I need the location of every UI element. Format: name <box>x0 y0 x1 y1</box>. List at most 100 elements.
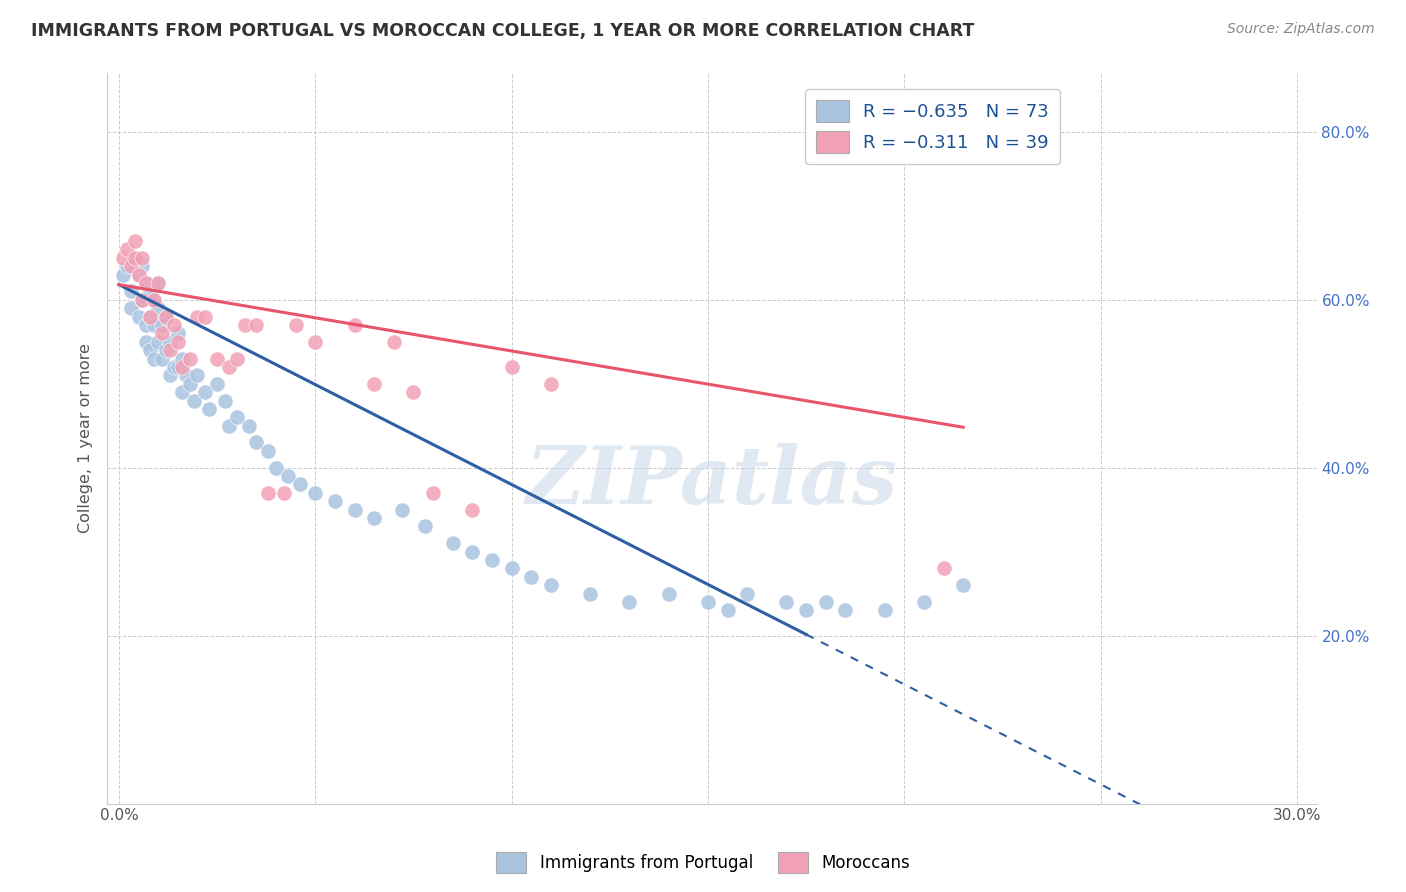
Text: IMMIGRANTS FROM PORTUGAL VS MOROCCAN COLLEGE, 1 YEAR OR MORE CORRELATION CHART: IMMIGRANTS FROM PORTUGAL VS MOROCCAN COL… <box>31 22 974 40</box>
Text: ZIPatlas: ZIPatlas <box>526 443 898 521</box>
Point <box>716 603 738 617</box>
Point <box>658 587 681 601</box>
Point <box>131 293 153 307</box>
Point <box>186 310 208 324</box>
Point <box>150 351 173 366</box>
Point <box>139 343 162 358</box>
Point <box>238 418 260 433</box>
Point <box>166 359 188 374</box>
Point <box>148 301 170 315</box>
Point <box>363 376 385 391</box>
Point <box>363 511 385 525</box>
Point <box>128 268 150 282</box>
Point <box>163 318 186 332</box>
Legend: Immigrants from Portugal, Moroccans: Immigrants from Portugal, Moroccans <box>489 846 917 880</box>
Point <box>198 401 221 416</box>
Point <box>277 469 299 483</box>
Point <box>441 536 464 550</box>
Point <box>422 486 444 500</box>
Point <box>233 318 256 332</box>
Point <box>273 486 295 500</box>
Point <box>257 443 280 458</box>
Point <box>155 310 177 324</box>
Point <box>205 351 228 366</box>
Point <box>186 368 208 383</box>
Point <box>257 486 280 500</box>
Point <box>579 587 602 601</box>
Point <box>343 318 366 332</box>
Point <box>214 393 236 408</box>
Point <box>148 276 170 290</box>
Point <box>150 318 173 332</box>
Point <box>735 587 758 601</box>
Point <box>131 251 153 265</box>
Point <box>540 578 562 592</box>
Point <box>150 326 173 341</box>
Point <box>163 359 186 374</box>
Point <box>520 570 543 584</box>
Point <box>540 376 562 391</box>
Text: Source: ZipAtlas.com: Source: ZipAtlas.com <box>1227 22 1375 37</box>
Point <box>501 561 523 575</box>
Point <box>170 351 193 366</box>
Point <box>481 553 503 567</box>
Point <box>143 318 166 332</box>
Point <box>159 334 181 349</box>
Point <box>170 359 193 374</box>
Point <box>120 259 142 273</box>
Point <box>794 603 817 617</box>
Point <box>128 310 150 324</box>
Legend: R = −0.635   N = 73, R = −0.311   N = 39: R = −0.635 N = 73, R = −0.311 N = 39 <box>806 89 1060 164</box>
Point <box>155 310 177 324</box>
Point <box>194 310 217 324</box>
Point <box>159 343 181 358</box>
Point <box>873 603 896 617</box>
Point <box>115 259 138 273</box>
Point <box>148 276 170 290</box>
Point <box>148 334 170 349</box>
Point <box>139 310 162 324</box>
Point <box>115 243 138 257</box>
Point <box>284 318 307 332</box>
Point <box>218 418 240 433</box>
Point <box>131 293 153 307</box>
Point <box>131 259 153 273</box>
Point <box>304 486 326 500</box>
Point <box>170 385 193 400</box>
Point <box>128 268 150 282</box>
Point <box>619 595 641 609</box>
Point <box>413 519 436 533</box>
Point <box>194 385 217 400</box>
Point <box>174 368 197 383</box>
Point <box>461 544 484 558</box>
Point <box>139 285 162 299</box>
Point <box>343 502 366 516</box>
Point <box>288 477 311 491</box>
Point <box>205 376 228 391</box>
Point <box>111 268 134 282</box>
Point <box>402 385 425 400</box>
Point <box>245 318 267 332</box>
Point <box>159 368 181 383</box>
Point <box>323 494 346 508</box>
Point <box>697 595 720 609</box>
Point <box>155 343 177 358</box>
Point <box>120 285 142 299</box>
Point <box>245 435 267 450</box>
Point <box>501 359 523 374</box>
Point <box>218 359 240 374</box>
Point <box>135 318 157 332</box>
Point <box>912 595 935 609</box>
Point <box>135 276 157 290</box>
Point <box>124 251 146 265</box>
Point <box>111 251 134 265</box>
Point <box>139 310 162 324</box>
Point <box>304 334 326 349</box>
Point <box>775 595 797 609</box>
Point <box>135 276 157 290</box>
Point <box>179 351 201 366</box>
Point <box>225 410 247 425</box>
Point <box>225 351 247 366</box>
Point <box>814 595 837 609</box>
Point <box>179 376 201 391</box>
